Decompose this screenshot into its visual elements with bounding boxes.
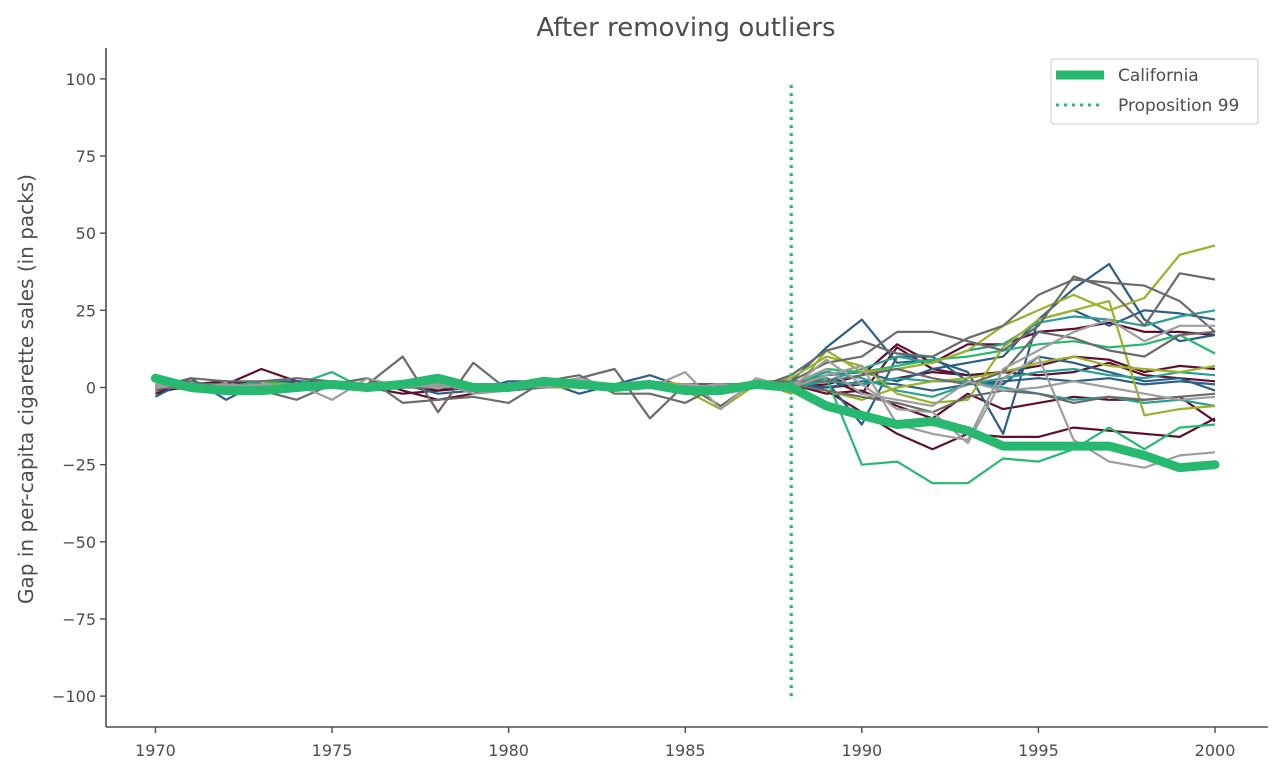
x-tick-label: 1980 [488, 741, 529, 760]
y-tick-label: −50 [62, 533, 96, 552]
y-tick-label: 25 [76, 301, 96, 320]
y-tick-label: 75 [76, 147, 96, 166]
series-line-22 [155, 355, 1216, 469]
legend-label-proposition-99: Proposition 99 [1118, 96, 1239, 116]
x-tick-label: 1990 [841, 741, 882, 760]
y-tick-label: 50 [76, 224, 96, 243]
legend-label-california: California [1118, 66, 1199, 86]
series-line-california [150, 373, 1220, 473]
y-tick-label: −25 [62, 456, 96, 475]
y-tick-label: −75 [62, 610, 96, 629]
x-tick-label: 1995 [1018, 741, 1059, 760]
series-line-8 [155, 309, 1216, 389]
y-axis-label: Gap in per-capita cigarette sales (in pa… [14, 174, 38, 604]
x-tick-label: 1970 [135, 741, 176, 760]
chart-title: After removing outliers [536, 13, 835, 43]
axes: −100 −75 −50 −25 0 25 50 75 100 1970 1975 1980 1985 1… [52, 48, 1268, 760]
y-tick-label: −100 [52, 687, 96, 706]
series-line-6 [154, 262, 1216, 435]
series-line-10 [155, 309, 1216, 389]
x-tick-label: 1975 [312, 741, 353, 760]
highlight-layer [150, 373, 1220, 473]
y-tick-label: 100 [65, 70, 96, 89]
y-tick-label: 0 [86, 379, 96, 398]
x-tick-label: 1985 [665, 741, 706, 760]
legend: California Proposition 99 [1050, 58, 1259, 125]
x-tick-label: 2000 [1195, 741, 1236, 760]
